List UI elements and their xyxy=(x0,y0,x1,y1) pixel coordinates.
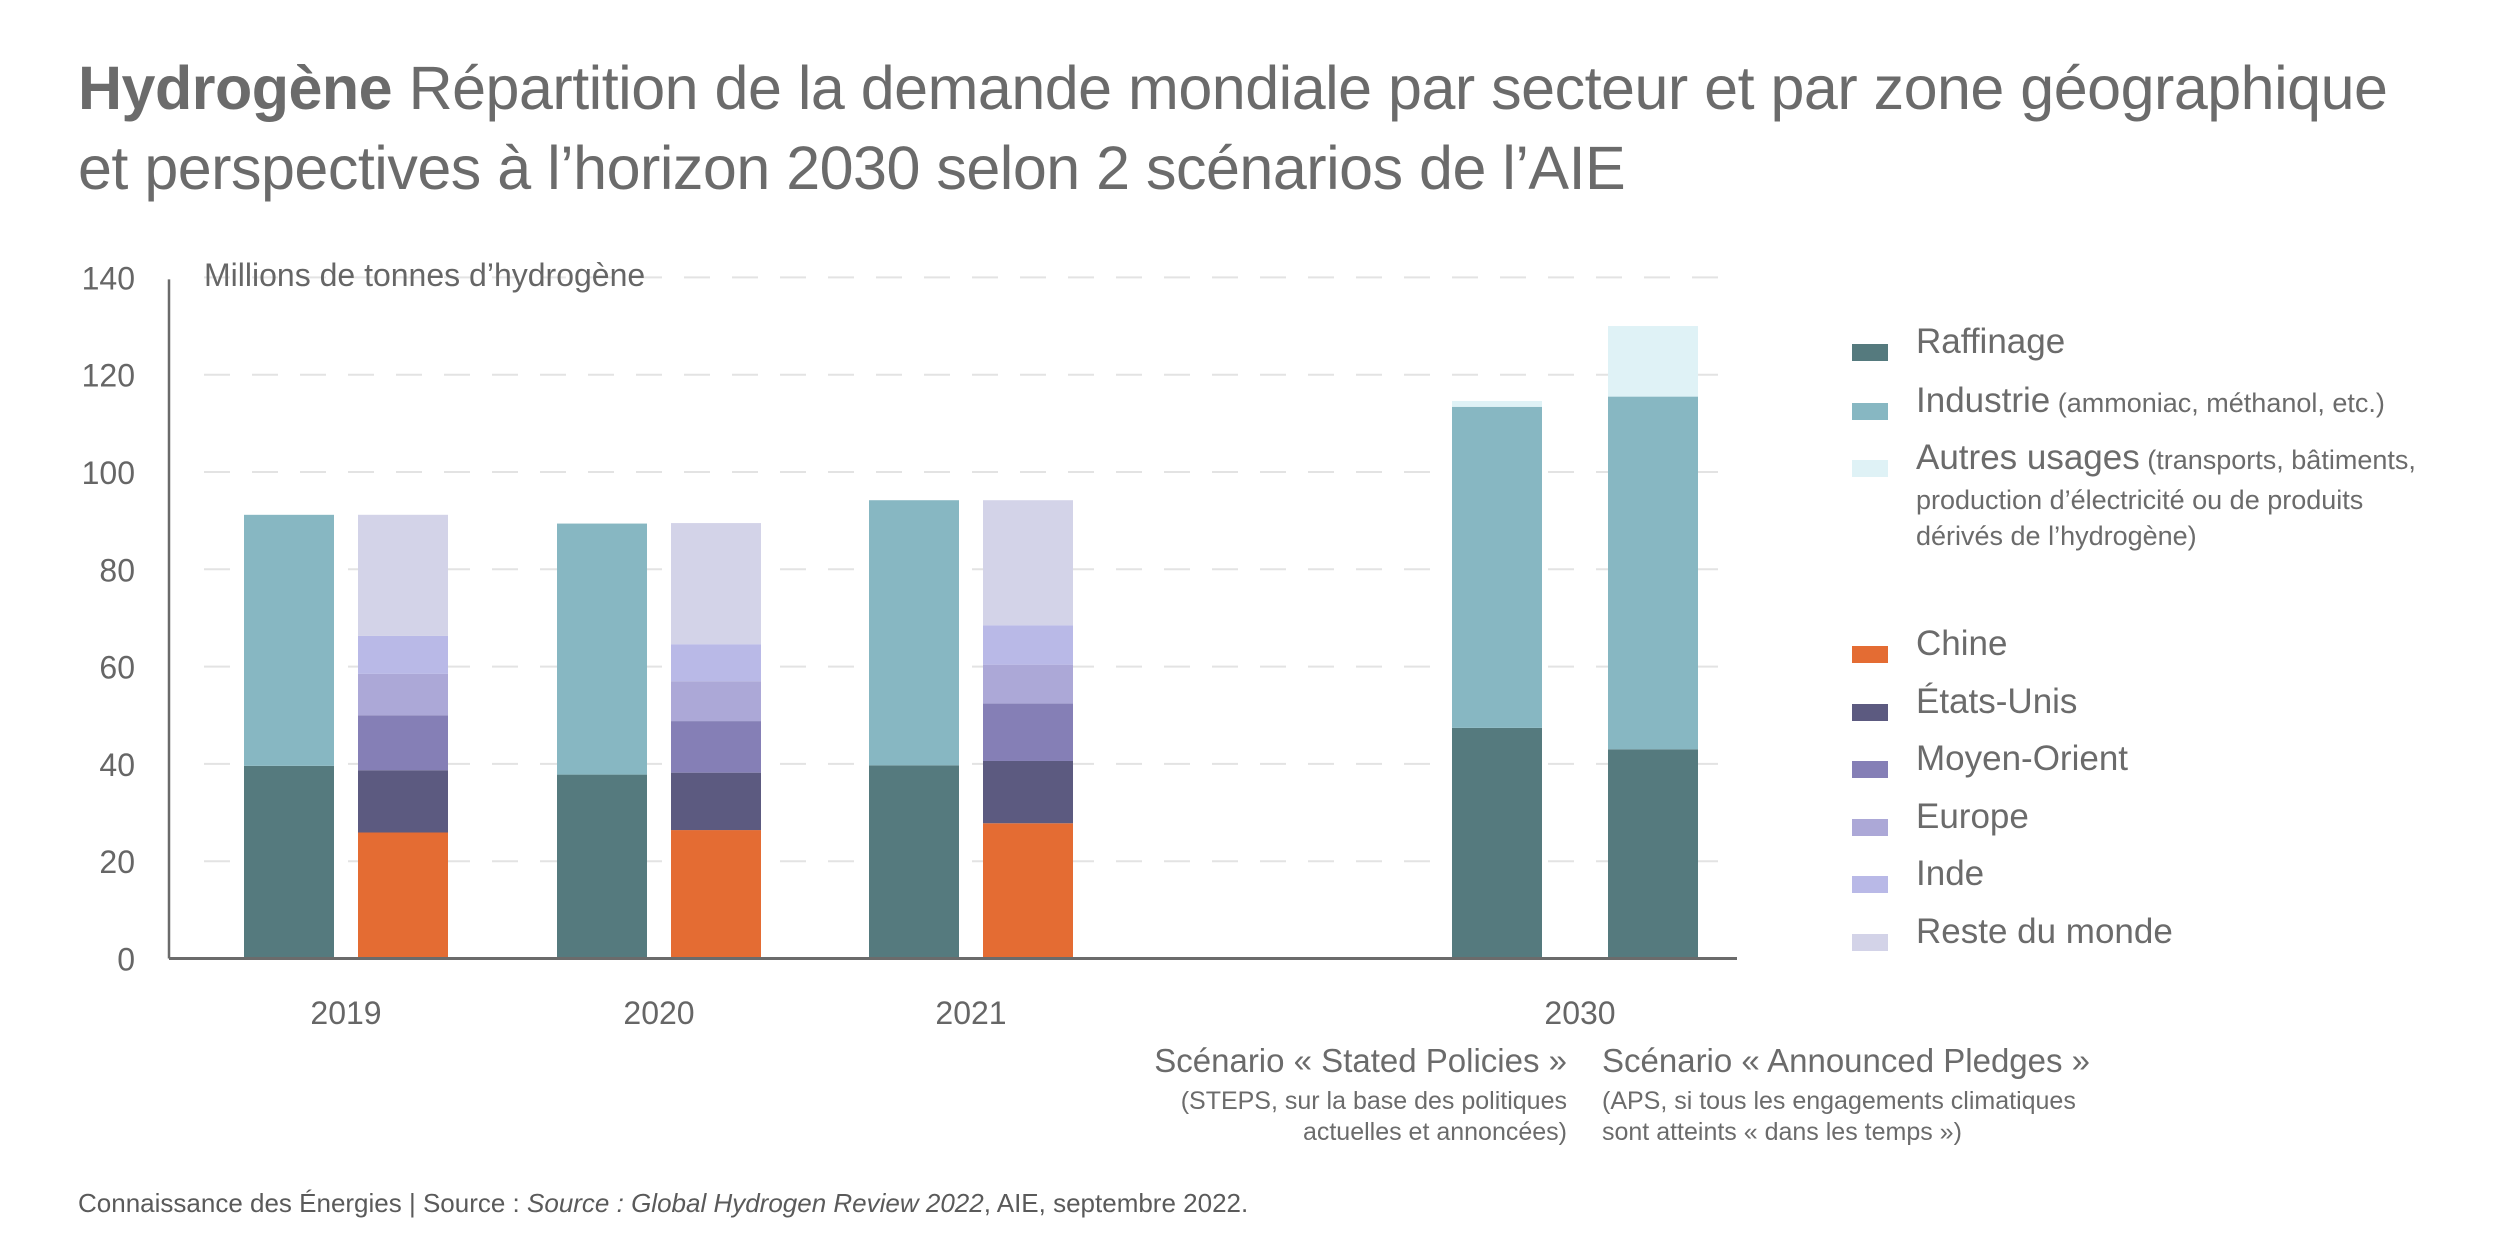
legend-label: Inde xyxy=(1916,854,1984,894)
y-tick-label: 100 xyxy=(82,455,135,491)
y-tick-label: 60 xyxy=(99,650,135,686)
bar-segment-industrie xyxy=(1608,396,1698,750)
bars xyxy=(244,326,1698,959)
bar-segment-raffinage xyxy=(869,765,959,959)
scenario-steps-title: Scénario « Stated Policies » xyxy=(1154,1042,1567,1079)
title-line1: Répartition de la demande mondiale par s… xyxy=(408,54,2388,122)
legend-swatch xyxy=(1852,761,1888,779)
bar-segment-reste-du-monde xyxy=(671,523,761,645)
bar-segment-industrie xyxy=(1452,406,1542,728)
legend-swatch xyxy=(1852,403,1888,420)
bar-segment--tats-unis xyxy=(983,760,1073,824)
scenario-steps-desc-line1: (STEPS, sur la base des politiques xyxy=(1180,1087,1567,1115)
bar-segment-industrie xyxy=(244,514,334,766)
bar-segment-raffinage xyxy=(1608,749,1698,959)
bar-segment-industrie xyxy=(557,523,647,775)
y-tick-label: 20 xyxy=(99,844,135,880)
y-tick-label: 120 xyxy=(82,358,135,394)
legend-name: Chine xyxy=(1916,624,2008,663)
bar-segment-industrie xyxy=(869,500,959,766)
legend-swatch xyxy=(1852,703,1888,721)
legend-swatch xyxy=(1852,344,1888,361)
bar-segment-europe xyxy=(358,673,448,716)
bar-segment-raffinage xyxy=(244,765,334,959)
scenario-steps-desc-line2: actuelles et annoncées) xyxy=(1302,1118,1567,1146)
legend-name: États-Unis xyxy=(1916,681,2078,721)
legend-label: Reste du monde xyxy=(1916,912,2173,952)
bar-segment-moyen-orient xyxy=(358,715,448,771)
scenario-steps-desc: (STEPS, sur la base des politiques actue… xyxy=(1181,1086,1567,1148)
bar-segment-inde xyxy=(358,635,448,674)
source-footer: Connaissance des Énergies | Source : Sou… xyxy=(78,1188,1248,1219)
legend-label: États-Unis xyxy=(1916,682,2077,722)
legend-detail: (ammoniac, méthanol, etc.) xyxy=(2050,388,2385,418)
bar-segment-europe xyxy=(983,664,1073,704)
legend-label: Europe xyxy=(1916,797,2029,837)
bar-segment--tats-unis xyxy=(358,770,448,833)
x-tick-label: 2030 xyxy=(1544,995,1615,1031)
legend-name: Europe xyxy=(1916,796,2029,836)
legend-label: Autres usages (transports, bâtiments, xyxy=(1916,438,2416,480)
bar-segment-moyen-orient xyxy=(983,703,1073,761)
bar-segment-inde xyxy=(983,625,1073,665)
legend-swatch xyxy=(1852,646,1888,663)
legend-detail-line: dérivés de l’hydrogène) xyxy=(1916,521,2197,551)
legend-name: Reste du monde xyxy=(1916,912,2173,951)
axes: 0 20 40 60 80 100 120 140 2019 2020 2021 2030 xyxy=(82,260,1737,1031)
bar-segment-raffinage xyxy=(557,774,647,959)
legend-swatch xyxy=(1852,818,1888,836)
scenario-aps-desc-line2: sont atteints « dans les temps ») xyxy=(1602,1118,1962,1146)
scenario-aps-title: Scénario « Announced Pledges » xyxy=(1602,1042,2091,1079)
bar-segment-europe xyxy=(671,681,761,722)
bar-segment-autres-usages xyxy=(1608,326,1698,397)
bar-segment-inde xyxy=(671,644,761,682)
legend-swatch xyxy=(1852,460,1888,477)
bar-segment-chine xyxy=(983,823,1073,959)
y-tick-label: 140 xyxy=(82,260,135,296)
title-bold: Hydrogène xyxy=(78,54,393,122)
bar-segment-reste-du-monde xyxy=(358,514,448,636)
bar-segment-autres-usages xyxy=(1452,400,1542,407)
footer-suffix: , AIE, septembre 2022. xyxy=(983,1188,1249,1218)
legend-detail-line: production d’électricité ou de produits xyxy=(1916,485,2364,515)
bar-segment-chine xyxy=(358,832,448,959)
legend-label: Moyen-Orient xyxy=(1916,739,2128,779)
y-tick-label: 0 xyxy=(117,942,135,978)
bar-segment--tats-unis xyxy=(671,772,761,831)
y-axis-label: Millions de tonnes d’hydrogène xyxy=(204,257,645,293)
x-tick-label: 2020 xyxy=(623,995,694,1031)
scenario-aps-desc-line1: (APS, si tous les engagements climatique… xyxy=(1602,1087,2076,1115)
y-tick-label: 40 xyxy=(99,747,135,783)
bar-segment-raffinage xyxy=(1452,727,1542,959)
legend-name: Industrie xyxy=(1916,381,2051,420)
bar-segment-chine xyxy=(671,830,761,959)
bar-segment-moyen-orient xyxy=(671,721,761,773)
legend-detail: (transports, bâtiments, xyxy=(2139,445,2416,475)
legend-label: Raffinage xyxy=(1916,322,2065,362)
title-line2: et perspectives à l’horizon 2030 selon 2… xyxy=(78,134,1626,202)
legend-swatch xyxy=(1852,934,1888,951)
chart-title: Hydrogène Répartition de la demande mond… xyxy=(78,48,2478,208)
bar-segment-reste-du-monde xyxy=(983,500,1073,626)
legend-name: Autres usages xyxy=(1916,438,2140,477)
legend-name: Raffinage xyxy=(1916,322,2066,361)
x-tick-label: 2019 xyxy=(310,995,381,1031)
legend-name: Inde xyxy=(1916,854,1985,894)
x-tick-label: 2021 xyxy=(935,995,1006,1031)
legend-label: Industrie (ammoniac, méthanol, etc.) xyxy=(1916,381,2385,423)
legend-swatch xyxy=(1852,876,1888,894)
gridlines xyxy=(204,276,1737,863)
scenario-aps-desc: (APS, si tous les engagements climatique… xyxy=(1602,1086,2076,1148)
legend-name: Moyen-Orient xyxy=(1916,739,2129,779)
footer-prefix: Connaissance des Énergies | Source : xyxy=(78,1188,528,1218)
legend-label: Chine xyxy=(1916,624,2007,664)
footer-italic: Source : Global Hydrogen Review 2022 xyxy=(527,1188,984,1218)
y-tick-label: 80 xyxy=(99,552,135,588)
